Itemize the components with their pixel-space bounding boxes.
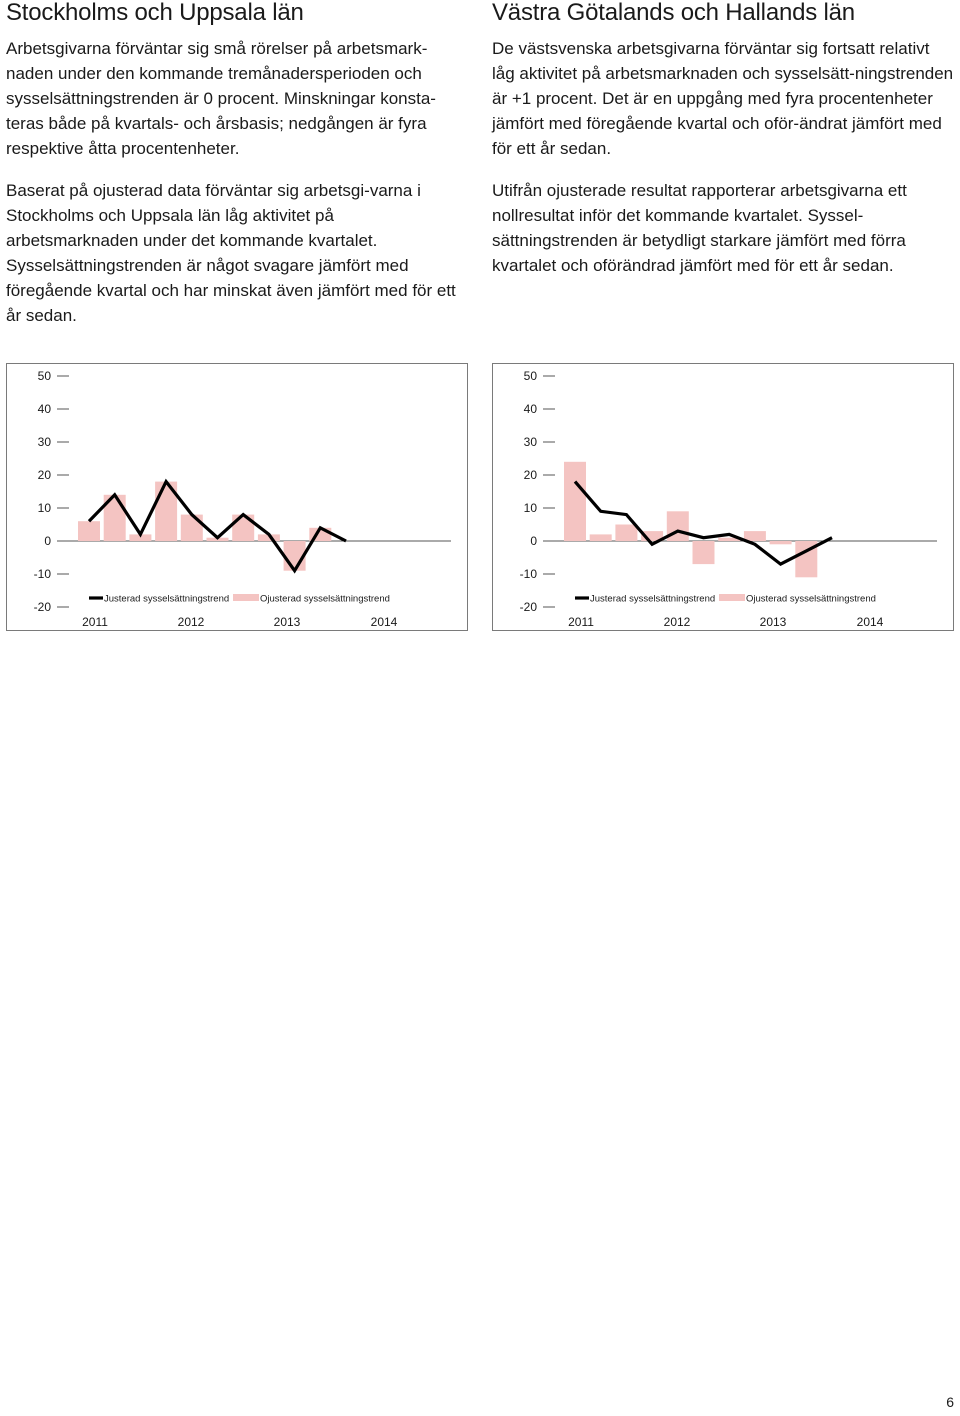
y-tick-label: 30 — [38, 435, 52, 449]
bar — [769, 541, 792, 545]
legend-label: Justerad sysselsättningstrend — [590, 594, 715, 605]
chart-vastra-gotaland-halland: 50 40 30 20 10 0 -10 -20 Justerad sysselsättning… — [492, 363, 954, 631]
y-tick-label: -20 — [520, 600, 538, 614]
bar — [615, 524, 638, 541]
bar — [641, 531, 664, 541]
bar — [743, 531, 766, 541]
legend-label: Justerad sysselsättningstrend — [104, 594, 229, 605]
bar — [180, 514, 203, 541]
x-tick-label: 2012 — [178, 615, 205, 629]
bar — [589, 534, 612, 541]
y-tick-label: 10 — [38, 501, 52, 515]
region-heading: Stockholms och Uppsala län — [6, 0, 304, 26]
y-tick-label: 50 — [38, 369, 52, 383]
x-tick-label: 2014 — [371, 615, 398, 629]
bar — [692, 541, 715, 565]
y-tick-label: 30 — [524, 435, 538, 449]
page-number: 6 — [946, 1394, 954, 1410]
chart-stockholm-uppsala: 50 40 30 20 10 0 -10 -20 Justerad sysselsättning… — [6, 363, 468, 631]
bar — [78, 521, 100, 541]
y-tick-label: -20 — [34, 600, 52, 614]
bar — [103, 494, 126, 541]
bar — [129, 534, 152, 541]
bar — [718, 537, 741, 541]
y-tick-label: 50 — [524, 369, 538, 383]
x-tick-label: 2011 — [82, 615, 108, 629]
y-tick-label: 40 — [38, 402, 52, 416]
x-tick-label: 2011 — [568, 615, 594, 629]
legend-label: Ojusterad sysselsättningstrend — [746, 594, 876, 605]
paragraph: Baserat på ojusterad data förväntar sig … — [6, 181, 456, 325]
right-column: Västra Götalands och Hallands län De väs… — [492, 0, 954, 275]
bar — [257, 534, 280, 541]
x-tick-label: 2013 — [274, 615, 301, 629]
y-tick-label: -10 — [520, 567, 538, 581]
region-heading: Västra Götalands och Hallands län — [492, 0, 855, 26]
bar — [564, 461, 586, 541]
legend-label: Ojusterad sysselsättningstrend — [260, 594, 390, 605]
y-tick-label: 0 — [44, 534, 51, 548]
y-tick-label: 0 — [530, 534, 537, 548]
trend-line — [87, 478, 347, 574]
y-tick-label: -10 — [34, 567, 52, 581]
bar — [795, 541, 818, 578]
y-tick-label: 20 — [38, 468, 52, 482]
y-tick-label: 20 — [524, 468, 538, 482]
x-tick-label: 2012 — [664, 615, 691, 629]
y-tick-label: 10 — [524, 501, 538, 515]
left-column: Stockholms och Uppsala län Arbetsgivarna… — [6, 0, 468, 325]
paragraph: De västsvenska arbetsgivarna förväntar s… — [492, 39, 954, 158]
x-tick-label: 2013 — [760, 615, 787, 629]
chart-svg: 50 40 30 20 10 0 -10 -20 Justerad sysselsättning… — [520, 369, 937, 629]
chart-svg: 50 40 30 20 10 0 -10 -20 Justerad sysselsättning… — [34, 369, 451, 629]
x-tick-label: 2014 — [857, 615, 884, 629]
y-tick-label: 40 — [524, 402, 538, 416]
legend-bar-swatch — [719, 594, 745, 601]
legend-bar-swatch — [233, 594, 259, 601]
paragraph: Arbetsgivarna förväntar sig små rörelser… — [6, 39, 436, 158]
paragraph: Utifrån ojusterade resultat rapporterar … — [492, 181, 907, 275]
